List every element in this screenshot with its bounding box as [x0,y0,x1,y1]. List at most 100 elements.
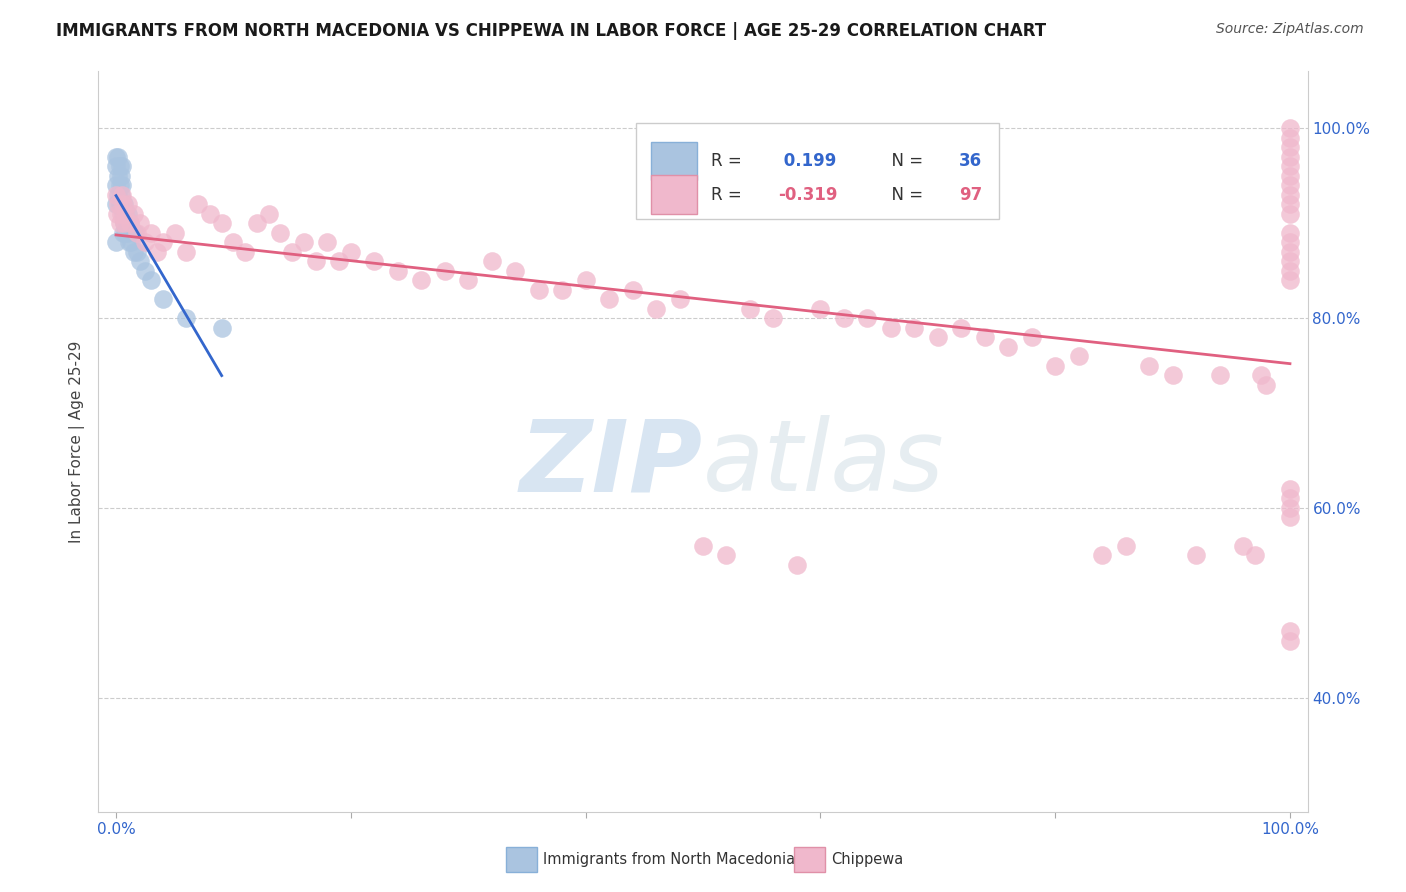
Point [233,244,256,259]
Point [1091,549,1114,563]
Point [128,254,150,268]
Point [176,311,198,326]
Point [1278,197,1301,211]
Point [1115,539,1137,553]
Point [950,320,973,334]
Point [551,283,574,297]
Point [110,187,132,202]
Point [433,263,456,277]
Point [645,301,668,316]
Point [112,216,135,230]
Point [1278,150,1301,164]
Point [292,235,315,250]
FancyBboxPatch shape [651,142,697,180]
Point [1278,263,1301,277]
Point [762,311,785,326]
Point [111,159,134,173]
Point [105,159,128,173]
Point [122,207,145,221]
Point [110,207,132,221]
Point [112,207,135,221]
Point [527,283,550,297]
Point [1250,368,1272,383]
Point [114,207,136,221]
Point [997,340,1019,354]
Point [122,244,145,259]
Text: Immigrants from North Macedonia: Immigrants from North Macedonia [543,853,794,867]
Point [503,263,526,277]
Point [903,320,925,334]
Point [808,301,831,316]
Point [1278,178,1301,193]
Point [222,235,245,250]
Point [105,207,128,221]
Point [111,178,134,193]
Point [340,244,363,259]
Point [1278,207,1301,221]
Point [107,187,129,202]
Point [117,226,139,240]
Point [246,216,269,230]
Point [141,273,163,287]
Point [134,263,156,277]
Text: Chippewa: Chippewa [831,853,903,867]
Text: R =: R = [711,152,748,170]
Point [880,320,903,334]
Point [108,178,131,193]
Text: 97: 97 [959,186,983,203]
Point [304,254,326,268]
FancyBboxPatch shape [637,123,1000,219]
Text: atlas: atlas [703,416,945,512]
Point [141,226,163,240]
Point [973,330,995,344]
Point [152,235,174,250]
Point [108,216,131,230]
Point [481,254,503,268]
Point [1021,330,1043,344]
Point [316,235,339,250]
Point [124,226,146,240]
Point [105,235,128,250]
Point [115,216,138,230]
Point [1278,121,1301,136]
Point [112,197,135,211]
Point [786,558,808,572]
Point [1256,377,1278,392]
Point [927,330,949,344]
Point [1278,482,1301,496]
Point [114,226,136,240]
Point [716,549,738,563]
Point [1161,368,1184,383]
Point [1185,549,1208,563]
Text: -0.319: -0.319 [778,186,838,203]
Point [1278,244,1301,259]
Point [211,320,233,334]
Point [598,292,620,306]
Point [1278,159,1301,173]
Point [128,216,150,230]
Point [152,292,174,306]
Point [146,244,169,259]
Point [1278,624,1301,639]
Point [110,169,132,183]
Point [1278,187,1301,202]
Point [1278,226,1301,240]
Point [1243,549,1265,563]
Point [692,539,714,553]
Point [105,178,128,193]
Point [738,301,761,316]
Point [108,159,131,173]
Point [1067,349,1090,363]
Point [363,254,385,268]
Point [1278,491,1301,506]
Point [114,207,136,221]
Point [118,235,141,250]
Point [1278,254,1301,268]
Point [257,207,280,221]
Point [211,216,233,230]
Text: IMMIGRANTS FROM NORTH MACEDONIA VS CHIPPEWA IN LABOR FORCE | AGE 25-29 CORRELATI: IMMIGRANTS FROM NORTH MACEDONIA VS CHIPP… [56,22,1046,40]
Text: N =: N = [880,186,928,203]
Point [127,244,149,259]
Point [108,197,131,211]
Point [112,197,135,211]
